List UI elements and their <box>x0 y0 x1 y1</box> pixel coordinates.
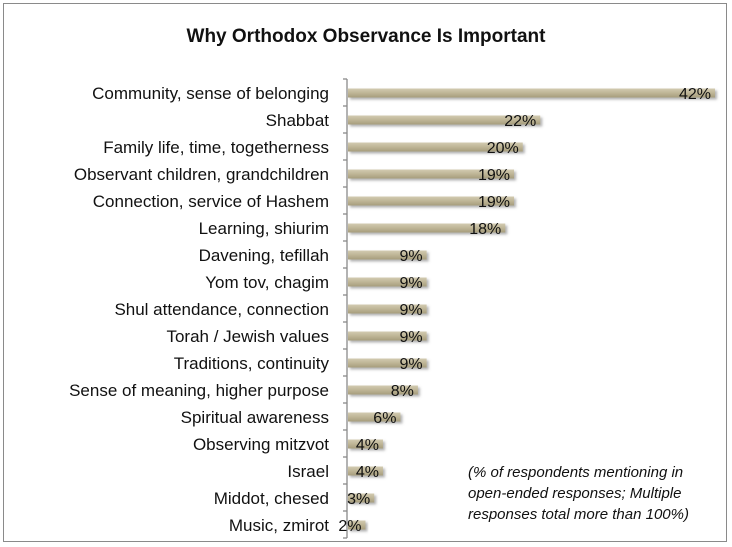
value-label: 9% <box>400 329 423 346</box>
category-label: Learning, shiurim <box>199 219 329 238</box>
bar <box>348 88 715 98</box>
category-label: Torah / Jewish values <box>166 327 329 346</box>
category-label: Israel <box>287 462 329 481</box>
value-label: 8% <box>391 383 414 400</box>
category-label: Observant children, grandchildren <box>74 165 329 184</box>
bar <box>348 277 427 287</box>
bar <box>348 250 427 260</box>
bar <box>348 304 427 314</box>
bar <box>348 142 523 152</box>
value-label: 4% <box>356 437 379 454</box>
value-label: 6% <box>373 410 396 427</box>
category-label: Yom tov, chagim <box>205 273 329 292</box>
category-label: Connection, service of Hashem <box>93 192 329 211</box>
bar <box>348 331 427 341</box>
category-label: Spiritual awareness <box>181 408 329 427</box>
bar <box>348 493 375 503</box>
value-label: 19% <box>478 167 510 184</box>
bar <box>348 196 515 206</box>
value-label: 3% <box>347 491 370 508</box>
bar <box>348 358 427 368</box>
value-label: 42% <box>679 86 711 103</box>
bar <box>348 169 515 179</box>
chart-annotation: (% of respondents mentioning in open-end… <box>468 462 730 525</box>
value-label: 9% <box>400 275 423 292</box>
value-label: 4% <box>356 464 379 481</box>
annotation-line: open-ended responses; Multiple <box>468 485 682 502</box>
bar <box>348 520 366 530</box>
bar <box>348 439 383 449</box>
value-label: 2% <box>338 518 361 535</box>
value-label: 9% <box>400 356 423 373</box>
category-label: Observing mitzvot <box>193 435 329 454</box>
bar <box>348 466 383 476</box>
value-label: 18% <box>469 221 501 238</box>
value-label: 19% <box>478 194 510 211</box>
chart-title: Why Orthodox Observance Is Important <box>186 26 546 47</box>
category-label: Music, zmirot <box>229 516 329 535</box>
category-label: Davening, tefillah <box>199 246 329 265</box>
bar <box>348 412 401 422</box>
category-label: Community, sense of belonging <box>92 84 329 103</box>
category-label: Shul attendance, connection <box>114 300 329 319</box>
category-label: Traditions, continuity <box>174 354 330 373</box>
value-label: 22% <box>504 113 536 130</box>
annotation-line: responses total more than 100%) <box>468 506 689 523</box>
bar <box>348 115 541 125</box>
category-label: Family life, time, togetherness <box>103 138 329 157</box>
annotation-line: (% of respondents mentioning in <box>468 464 684 481</box>
category-label: Sense of meaning, higher purpose <box>69 381 329 400</box>
value-label: 9% <box>400 302 423 319</box>
category-label: Shabbat <box>266 111 330 130</box>
value-label: 9% <box>400 248 423 265</box>
bar <box>348 223 506 233</box>
value-label: 20% <box>487 140 519 157</box>
category-label: Middot, chesed <box>214 489 329 508</box>
bar <box>348 385 418 395</box>
